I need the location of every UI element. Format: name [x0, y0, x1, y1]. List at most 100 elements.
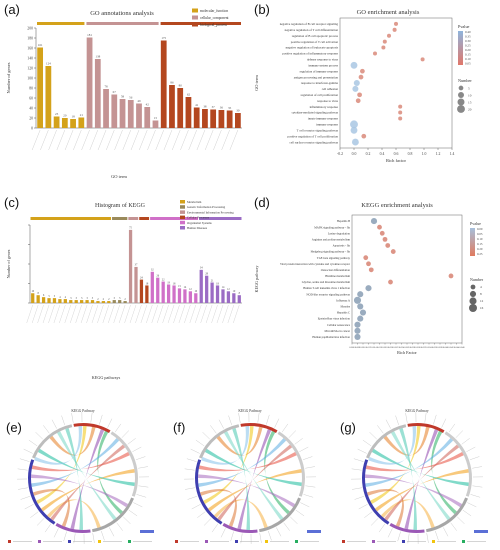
data-point	[350, 126, 358, 134]
chord-sector-arc	[389, 523, 425, 533]
chord-sector-arc	[110, 431, 138, 497]
chord-ribbon	[198, 474, 296, 508]
legend-label: Cellular Processes	[187, 216, 210, 220]
y-tick-label: regulation of cell proliferation	[301, 93, 339, 97]
data-point	[357, 291, 364, 298]
x-tick-label: -0.2	[337, 152, 343, 156]
x-tick-label-stub	[108, 304, 115, 324]
y-tick-label: Lysine degradation	[328, 231, 351, 235]
y-tick-label: Human papillomavirus infection	[312, 335, 350, 339]
chord-sector-arc	[362, 459, 390, 525]
sector-label-stub	[115, 423, 121, 433]
group-strip	[37, 22, 85, 25]
bar-value-label: 3	[81, 297, 83, 300]
panel-e: (e) KEGG Pathway	[0, 400, 166, 550]
bar-value-label: 37	[135, 264, 138, 267]
size-legend-label: 16	[480, 306, 484, 310]
sector-label-stub	[357, 448, 367, 454]
y-tick-label: Arginine and proline metabolism	[312, 237, 351, 241]
bar-value-label: 58	[121, 95, 125, 99]
x-tick-label-stub	[135, 304, 142, 324]
sector-label-stub	[449, 423, 455, 433]
sector-label-stub	[303, 494, 314, 498]
legend-swatch	[192, 8, 198, 13]
panel-a-letter: (a)	[4, 2, 20, 17]
x-tick-label-stub	[189, 304, 196, 324]
legend-swatch	[68, 540, 71, 543]
y-tick-label: NOD-like receptor signaling pathway	[306, 292, 350, 296]
x-tick-label-stub	[146, 304, 153, 324]
bar-value-label: 10	[194, 290, 197, 293]
legend-swatch	[295, 540, 298, 543]
data-point	[350, 61, 358, 69]
y-tick-label: immune response	[316, 123, 338, 127]
bar-value-label: 18	[173, 282, 176, 285]
bar	[210, 282, 214, 303]
legend-label: Metabolism	[187, 200, 202, 204]
bar	[193, 107, 200, 128]
bar-value-label: 32	[151, 269, 154, 272]
sector-label-stub	[121, 430, 129, 438]
chord-ribbon	[49, 426, 96, 456]
sector-label-stub	[133, 502, 143, 508]
size-legend-dot	[469, 304, 477, 312]
sector-label-stub	[90, 412, 93, 423]
scale-bar	[140, 530, 154, 533]
bar	[215, 285, 220, 303]
sector-label-stub	[228, 415, 232, 426]
group-strip	[112, 217, 128, 220]
sector-label-stub	[195, 440, 205, 446]
bar-value-label: 62	[187, 93, 191, 97]
y-tick-label: 200	[27, 27, 33, 31]
sector-label-stub	[472, 466, 483, 469]
bar-value-label: 3	[86, 297, 88, 300]
group-strip	[139, 217, 150, 220]
scale-bar	[474, 530, 488, 533]
data-point	[398, 104, 403, 109]
legend-swatch	[180, 205, 185, 209]
bar	[144, 107, 151, 128]
bar-value-label: 6	[43, 294, 45, 297]
chord-ribbon	[367, 489, 404, 527]
x-tick-label-stub	[118, 304, 126, 324]
kegg-chord-diagram-e: KEGG Pathway	[8, 409, 154, 544]
data-point	[420, 57, 425, 62]
data-point	[385, 243, 391, 248]
y-tick-label: MicroRNAs in cancer	[324, 329, 350, 333]
x-tick-label-stub	[56, 129, 66, 151]
y-tick-label: positive regulation of T cell proliferat…	[288, 134, 339, 138]
bar	[169, 85, 175, 128]
chord-ribbon	[34, 426, 83, 465]
bar	[226, 110, 233, 128]
chord-ribbon	[65, 428, 83, 530]
sector-label-stub	[191, 504, 201, 510]
color-legend-bar	[470, 228, 475, 256]
x-tick-label-stub	[162, 304, 169, 324]
x-tick-label-stub	[163, 129, 173, 151]
bar-value-label: 4	[59, 296, 61, 299]
x-tick-label: 0.008	[355, 347, 361, 349]
bar-value-label: 38	[203, 105, 207, 109]
group-strip	[30, 217, 112, 220]
data-point	[448, 273, 454, 279]
chord-sector-arc	[27, 459, 56, 525]
sector-label-stub	[371, 518, 379, 526]
bar	[119, 99, 126, 128]
x-tick-label: 0.018	[382, 347, 388, 349]
sector-label-stub	[132, 446, 142, 452]
panel-d: (d) KEGG enrichment analysis 0.006 0.008 0.…	[252, 195, 500, 395]
sector-label-stub	[61, 415, 65, 426]
sector-label-stub	[138, 485, 149, 488]
bar	[101, 301, 106, 303]
bar-value-label: 5	[54, 295, 56, 298]
data-point	[351, 138, 359, 146]
data-point	[368, 267, 374, 273]
sector-label-stub	[123, 516, 131, 524]
y-tick-label: positive regulation of T cell activation	[291, 40, 339, 44]
chord-sector-arc	[426, 497, 468, 533]
bar	[69, 300, 73, 303]
data-point	[377, 224, 382, 230]
bar-value-label: 5	[48, 295, 50, 298]
bar	[96, 301, 100, 303]
sector-label-stub	[138, 466, 149, 469]
